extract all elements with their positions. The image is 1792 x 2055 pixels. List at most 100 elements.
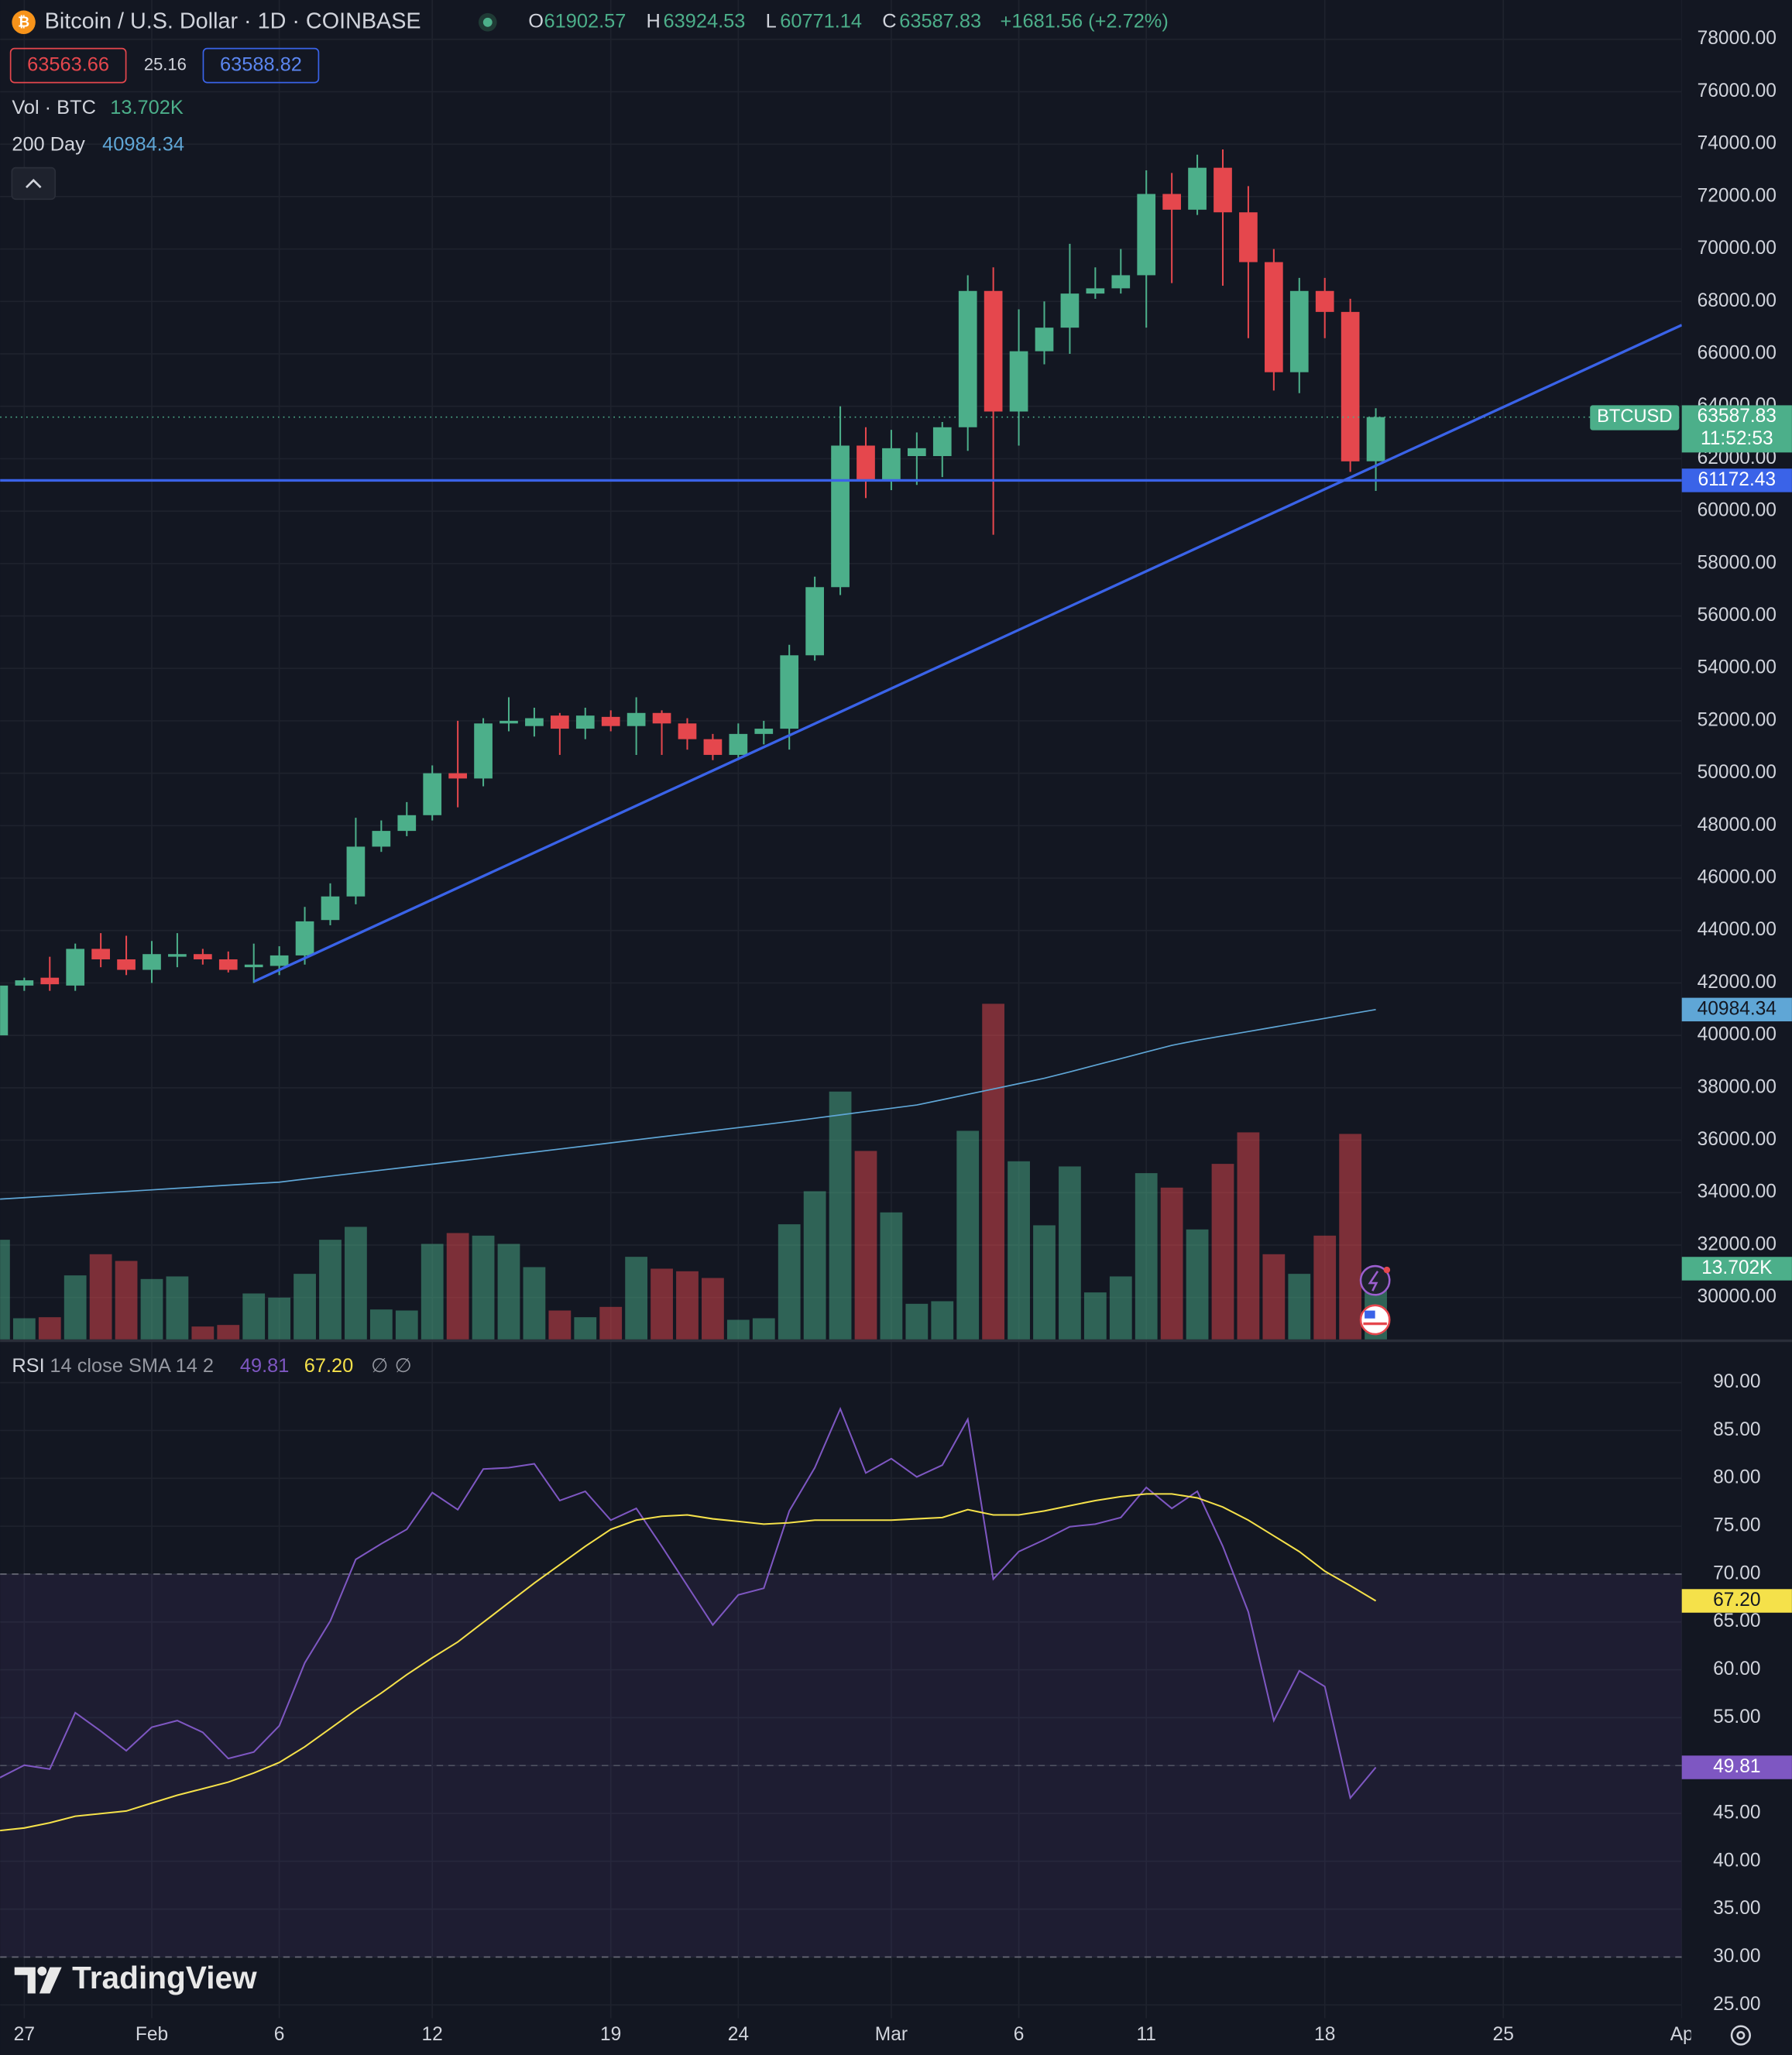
y-tick-label: 45.00 — [1713, 1802, 1760, 1823]
volume-bar — [982, 1003, 1005, 1340]
y-tick-label: 56000.00 — [1698, 605, 1777, 626]
volume-bar — [12, 1318, 36, 1340]
candle-body — [1239, 212, 1258, 262]
x-tick-label: 6 — [274, 2024, 285, 2045]
candle-body — [193, 954, 212, 959]
brand: TradingView — [72, 1960, 257, 1995]
y-tick-label: 75.00 — [1713, 1515, 1760, 1536]
volume-bar — [369, 1309, 393, 1340]
bid[interactable]: 63563.66 — [27, 53, 109, 75]
y-tick-label: 58000.00 — [1698, 552, 1777, 573]
candle-body — [397, 815, 417, 832]
volume-bar — [472, 1235, 495, 1340]
y-tick-label: 25.00 — [1713, 1994, 1760, 2015]
candle-body — [91, 949, 110, 959]
x-tick-label: 11 — [1136, 2024, 1155, 2045]
logo-mark — [39, 1967, 62, 1994]
ask-box[interactable] — [202, 47, 320, 84]
candle-body — [1137, 194, 1156, 276]
candle-body — [754, 729, 774, 734]
volume-bar — [1135, 1173, 1158, 1340]
series-badge-label: 49.81 — [1713, 1756, 1760, 1777]
y-tick-label: 70.00 — [1713, 1563, 1760, 1583]
y-tick-label: 70000.00 — [1698, 238, 1777, 259]
candle-body — [448, 773, 467, 779]
y-tick-label: 66000.00 — [1698, 342, 1777, 363]
candle-body — [703, 739, 723, 755]
volume-bar — [523, 1267, 546, 1340]
candle-body — [423, 773, 442, 815]
bolt-icon[interactable] — [1368, 1271, 1379, 1292]
series-badge-label: 13.702K — [1701, 1257, 1773, 1278]
ask[interactable]: 63588.82 — [220, 53, 302, 75]
y-tick-label: 68000.00 — [1698, 290, 1777, 311]
ohlc-value: 61902.57 — [544, 10, 627, 32]
volume-bar — [880, 1212, 903, 1340]
candle-body — [729, 733, 748, 755]
volume-bar — [778, 1224, 801, 1340]
volume-bar — [599, 1306, 623, 1340]
y-tick-label: 30.00 — [1713, 1946, 1760, 1967]
x-axis: 27 Feb 6 12 19 24 Mar 6 11 18 25 Ap — [14, 2024, 1694, 2045]
rsi-line — [0, 1493, 1377, 1832]
series-badge — [1681, 1257, 1792, 1281]
y-tick-label: 32000.00 — [1698, 1233, 1777, 1254]
volume-bar — [676, 1271, 699, 1340]
logo-mark — [14, 1967, 36, 1994]
ohlc-letter: O — [528, 10, 544, 32]
y-tick-label: 40.00 — [1713, 1850, 1760, 1871]
candle-body — [601, 716, 620, 726]
candle-body — [678, 723, 697, 739]
candle-body — [117, 959, 136, 970]
candle-body — [244, 964, 263, 968]
volume-bar — [956, 1130, 980, 1340]
symbol-title: Bitcoin / U.S. Dollar · 1D · COINBASE — [45, 9, 421, 33]
volume-bar — [1211, 1164, 1234, 1340]
y-tick-label: 60.00 — [1713, 1659, 1760, 1679]
volume-bar — [574, 1317, 597, 1340]
volume-bar — [803, 1191, 826, 1340]
candle-body — [984, 290, 1003, 412]
volume-bar — [166, 1276, 189, 1340]
y-tick-label: 30000.00 — [1698, 1286, 1777, 1307]
candle-body — [1214, 167, 1232, 213]
candle-body — [550, 715, 569, 729]
spread: 25.16 — [144, 54, 187, 74]
settings-icon-core[interactable] — [1736, 2031, 1746, 2040]
candle-body — [1289, 290, 1309, 372]
coin-icon — [12, 10, 36, 35]
price-badge — [1681, 405, 1792, 453]
event-icon[interactable] — [1359, 1264, 1391, 1296]
price-badge-label: 63587.83 — [1698, 406, 1777, 427]
candle-body — [269, 955, 289, 966]
candle-body — [1035, 328, 1054, 352]
candle-body — [321, 896, 340, 921]
rsi-flag: ∅ — [395, 1355, 412, 1377]
y-tick-label: 80.00 — [1713, 1467, 1760, 1488]
bid-box[interactable] — [9, 47, 127, 84]
candle-body — [168, 954, 187, 957]
volume-bar — [395, 1310, 418, 1340]
candle-body — [142, 954, 161, 970]
x-tick-label: Ap — [1670, 2024, 1694, 2045]
symbol-badge-label: BTCUSD — [1597, 407, 1672, 427]
volume-bar — [268, 1297, 291, 1340]
collapse-button[interactable] — [11, 166, 57, 201]
rsi-bands — [0, 1573, 1682, 1958]
chevron-icon[interactable] — [26, 178, 42, 188]
rsi-sma-value: 67.20 — [304, 1355, 354, 1377]
rsi-params: 14 close SMA 14 2 — [50, 1355, 214, 1377]
volume-bar — [191, 1326, 215, 1340]
volume-value: 13.702K — [110, 97, 184, 118]
settings-icon[interactable] — [1730, 2025, 1751, 2046]
status-dot — [482, 17, 493, 27]
candle-body — [958, 290, 977, 427]
flag-icon[interactable] — [1359, 1304, 1391, 1336]
rsi-value: 49.81 — [240, 1355, 290, 1377]
volume-bar — [242, 1293, 266, 1340]
rsi-line — [0, 1406, 1377, 1800]
candle-body — [652, 712, 671, 724]
series-badge — [1681, 1755, 1792, 1779]
series-badge-label: 40984.34 — [1698, 998, 1777, 1019]
